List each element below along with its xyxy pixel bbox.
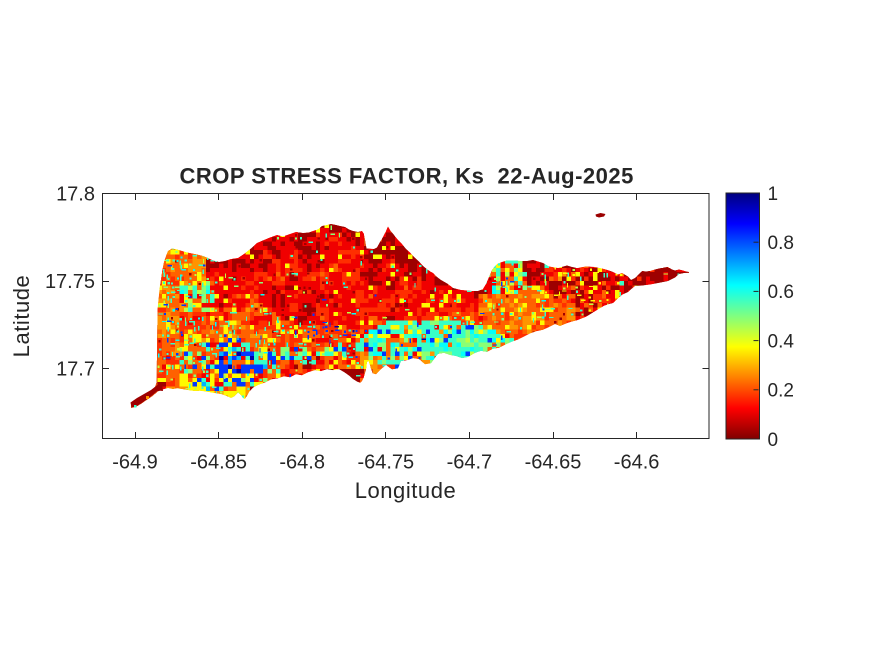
svg-text:-64.85: -64.85 <box>190 452 247 474</box>
svg-text:1: 1 <box>768 184 779 205</box>
svg-text:0.6: 0.6 <box>768 282 794 303</box>
svg-text:17.8: 17.8 <box>56 184 95 206</box>
svg-text:Latitude: Latitude <box>9 275 34 358</box>
svg-text:-64.8: -64.8 <box>279 452 325 474</box>
svg-text:0.4: 0.4 <box>768 331 795 352</box>
svg-text:-64.6: -64.6 <box>614 452 660 474</box>
svg-text:17.7: 17.7 <box>56 359 95 381</box>
svg-text:CROP STRESS FACTOR, Ks 22-Aug: CROP STRESS FACTOR, Ks 22-Aug-2025 <box>180 164 634 189</box>
svg-text:0: 0 <box>768 430 779 451</box>
svg-text:-64.75: -64.75 <box>357 452 414 474</box>
svg-text:-64.65: -64.65 <box>525 452 582 474</box>
svg-text:-64.7: -64.7 <box>447 452 493 474</box>
svg-text:0.2: 0.2 <box>768 381 794 402</box>
svg-text:17.75: 17.75 <box>45 271 95 293</box>
svg-text:-64.9: -64.9 <box>112 452 158 474</box>
svg-text:0.8: 0.8 <box>768 233 794 254</box>
svg-text:Longitude: Longitude <box>355 478 457 503</box>
